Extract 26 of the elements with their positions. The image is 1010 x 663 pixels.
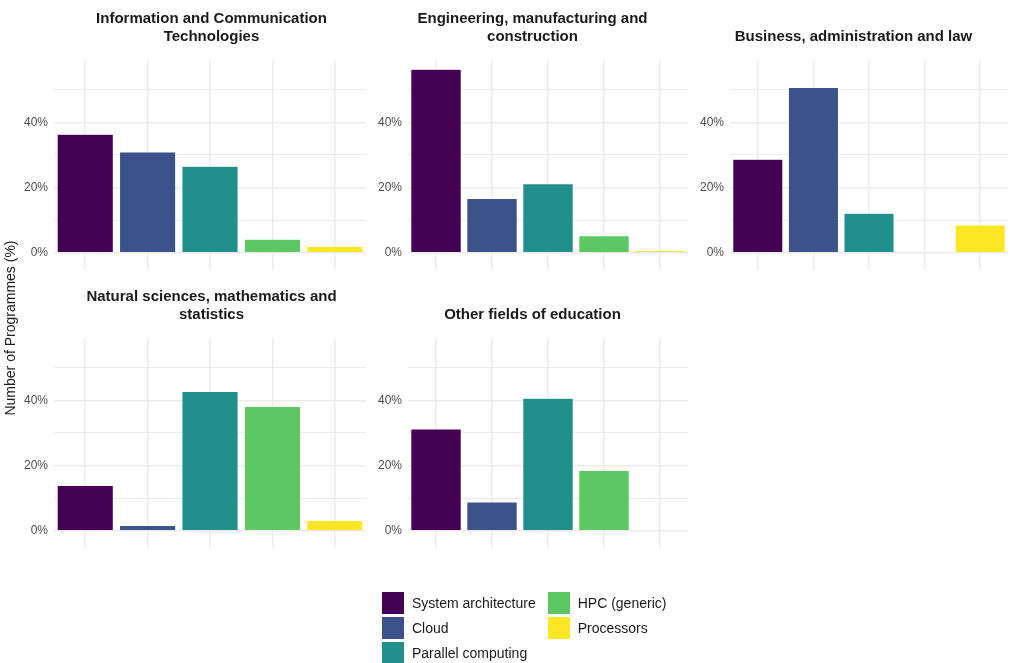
y-tick-label: 20% [23,457,49,472]
legend-label: Cloud [412,619,449,636]
y-tick-label: 40% [377,392,403,407]
y-tick-label: 40% [23,392,49,407]
y-tick-label: 0% [384,522,403,537]
legend-label: HPC (generic) [577,594,667,611]
y-tick-label: 20% [699,179,725,194]
chart-title: Engineering, manufacturing and construction [416,9,649,45]
legend-label: Parallel computing [412,644,528,661]
chart-title: Other fields of education [443,305,622,323]
y-tick-label: 0% [706,244,725,259]
y-tick-label: 40% [23,114,49,129]
y-tick-label: 0% [30,244,49,259]
y-tick-label: 40% [699,114,725,129]
y-tick-label: 20% [377,179,403,194]
y-tick-label: 20% [377,457,403,472]
chart-title: Business, administration and law [733,27,974,45]
legend-label: System architecture [412,594,536,611]
chart-title: Information and Communication Technologies [95,9,328,45]
legend-label: Processors [577,619,648,636]
y-tick-label: 40% [377,114,403,129]
y-tick-label: 0% [384,244,403,259]
y-tick-label: 0% [30,522,49,537]
y-axis-title: Number of Programmes (%) [2,239,18,418]
chart-title: Natural sciences, mathematics and statistics [85,287,338,323]
y-tick-label: 20% [23,179,49,194]
